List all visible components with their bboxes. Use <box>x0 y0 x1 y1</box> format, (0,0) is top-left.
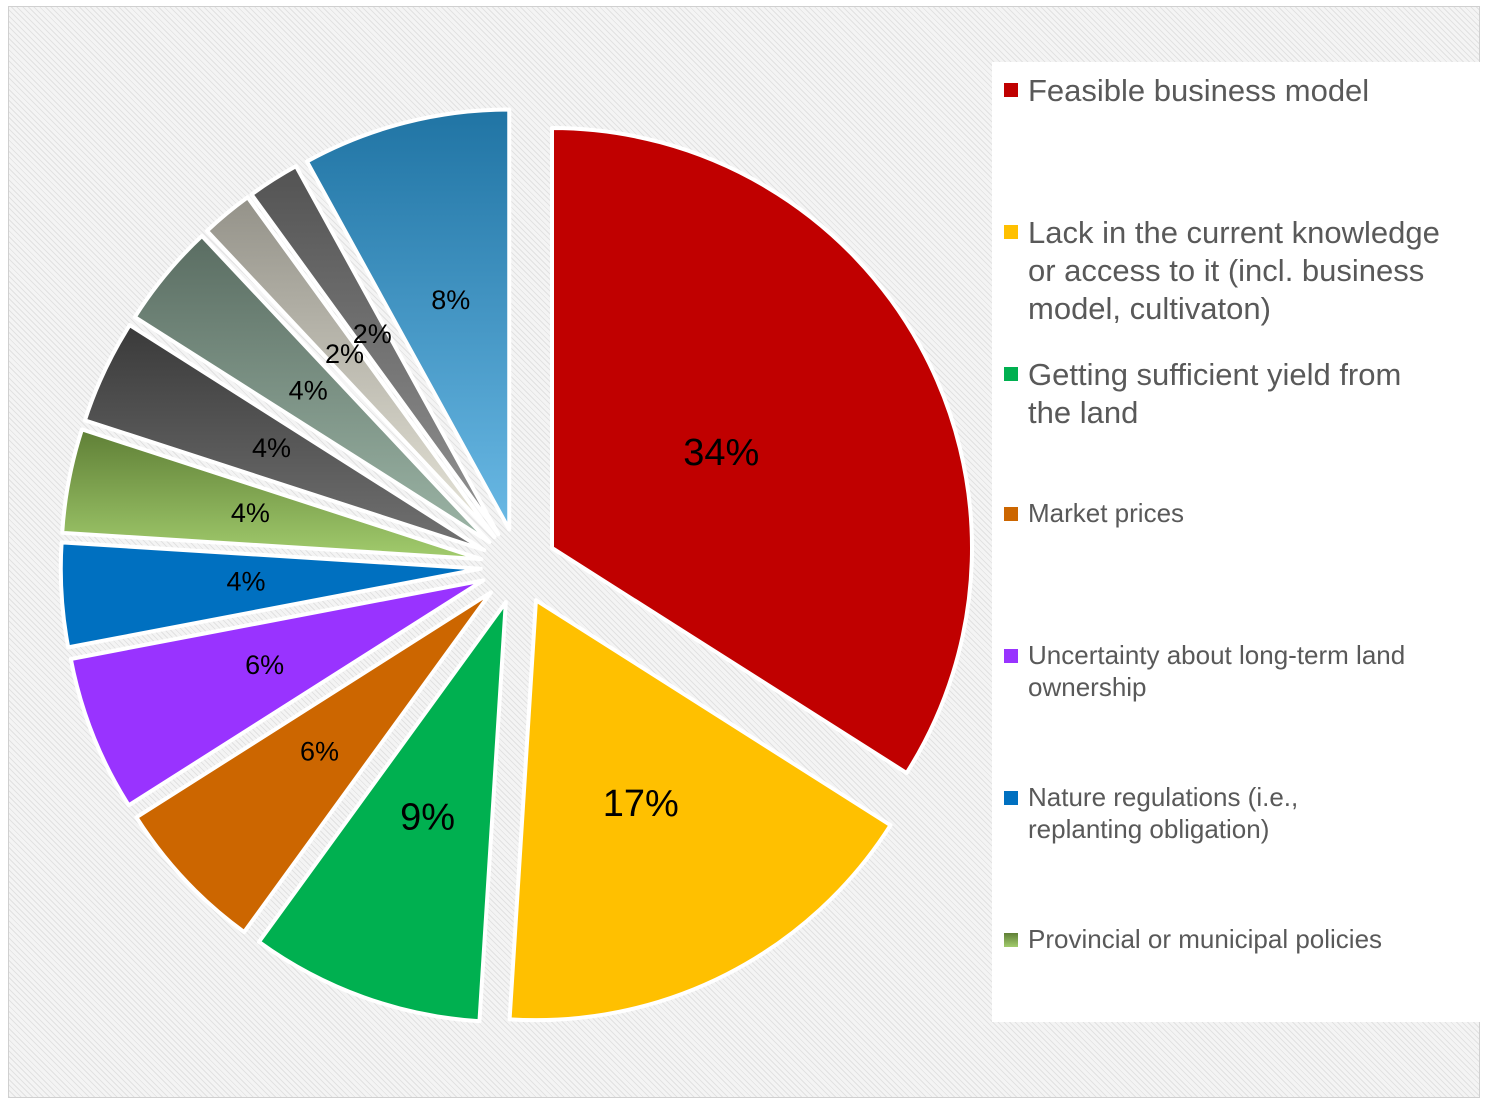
legend-label: Feasible business model <box>1028 72 1369 110</box>
pie-data-label-7: 4% <box>231 498 270 528</box>
legend-label-line: the land <box>1028 394 1139 430</box>
legend-label-line: ownership <box>1028 671 1147 702</box>
pie-data-label-8: 4% <box>252 433 291 463</box>
legend-swatch <box>1004 83 1018 97</box>
legend-label-line: model, cultivaton) <box>1028 290 1271 326</box>
pie-slice-7 <box>60 427 484 562</box>
pie-data-labels: 34% 17% 9% 6% 6% 4% 4% 4% 4% 2%2% 8% <box>227 285 760 839</box>
legend-item-3: Getting sufficient yield from the land <box>1004 356 1474 432</box>
legend-label-line: replanting obligation) <box>1028 813 1270 844</box>
pie-slice-5 <box>68 578 486 808</box>
legend-item-5: Uncertainty about long-term land ownershi… <box>1004 640 1474 703</box>
pie-slice-1 <box>550 126 974 776</box>
legend-item-1: Feasible business model <box>1004 72 1474 110</box>
legend-item-7: Provincial or municipal policies <box>1004 924 1474 956</box>
legend-swatch <box>1004 791 1018 805</box>
legend-label-line: or access to it (incl. business <box>1028 252 1425 288</box>
legend-item-4: Market prices <box>1004 498 1474 530</box>
pie-slice-9 <box>132 233 492 545</box>
pie-data-label-1: 34% <box>683 432 759 474</box>
pie-data-label-6: 4% <box>227 567 266 597</box>
legend-label-line: Lack in the current knowledge <box>1028 215 1440 250</box>
pie-slice-8 <box>82 323 487 553</box>
legend-swatch <box>1004 933 1018 947</box>
legend-label: Getting sufficient yield from the land <box>1028 356 1401 432</box>
legend-swatch <box>1004 649 1018 663</box>
legend-label: Uncertainty about long-term land ownershi… <box>1028 640 1405 703</box>
pie-data-label-5: 6% <box>245 650 284 680</box>
pie-slice-10 <box>204 195 497 540</box>
pie-data-label-2: 17% <box>603 783 679 825</box>
legend-label-line: Getting sufficient yield from <box>1028 357 1402 392</box>
pie-data-label-3: 9% <box>400 796 455 838</box>
pie-slice-4 <box>134 590 493 935</box>
legend-label-line: Provincial or municipal policies <box>1028 924 1383 954</box>
legend-label-line: Feasible business model <box>1028 73 1370 108</box>
legend-item-6: Nature regulations (i.e., replanting obli… <box>1004 782 1474 845</box>
legend-swatch <box>1004 225 1018 239</box>
legend: Feasible business model Lack in the curre… <box>992 62 1480 1022</box>
pie-slices <box>58 107 974 1024</box>
legend-label-line: Uncertainty about long-term land <box>1028 640 1406 670</box>
legend-swatch <box>1004 507 1018 521</box>
legend-label: Nature regulations (i.e., replanting obli… <box>1028 782 1298 845</box>
pie-data-label-11: 2% <box>353 319 392 349</box>
pie-data-label-4: 6% <box>300 736 339 766</box>
legend-label: Lack in the current knowledge or access t… <box>1028 214 1440 327</box>
pie-slice-3 <box>256 600 508 1024</box>
legend-label: Provincial or municipal policies <box>1028 924 1382 956</box>
pie-data-label-9: 4% <box>289 375 328 405</box>
pie-slice-6 <box>58 540 483 650</box>
pie-slice-2 <box>507 598 893 1023</box>
legend-label: Market prices <box>1028 498 1184 530</box>
legend-swatch <box>1004 367 1018 381</box>
pie-slice-11 <box>249 164 501 537</box>
pie-data-label-10: 2% <box>325 339 364 369</box>
legend-label-line: Nature regulations (i.e., <box>1028 782 1299 812</box>
pie-data-label-12: 8% <box>431 285 470 315</box>
legend-item-2: Lack in the current knowledge or access t… <box>1004 214 1474 327</box>
pie-slice-12 <box>304 107 512 532</box>
legend-label-line: Market prices <box>1028 498 1185 528</box>
